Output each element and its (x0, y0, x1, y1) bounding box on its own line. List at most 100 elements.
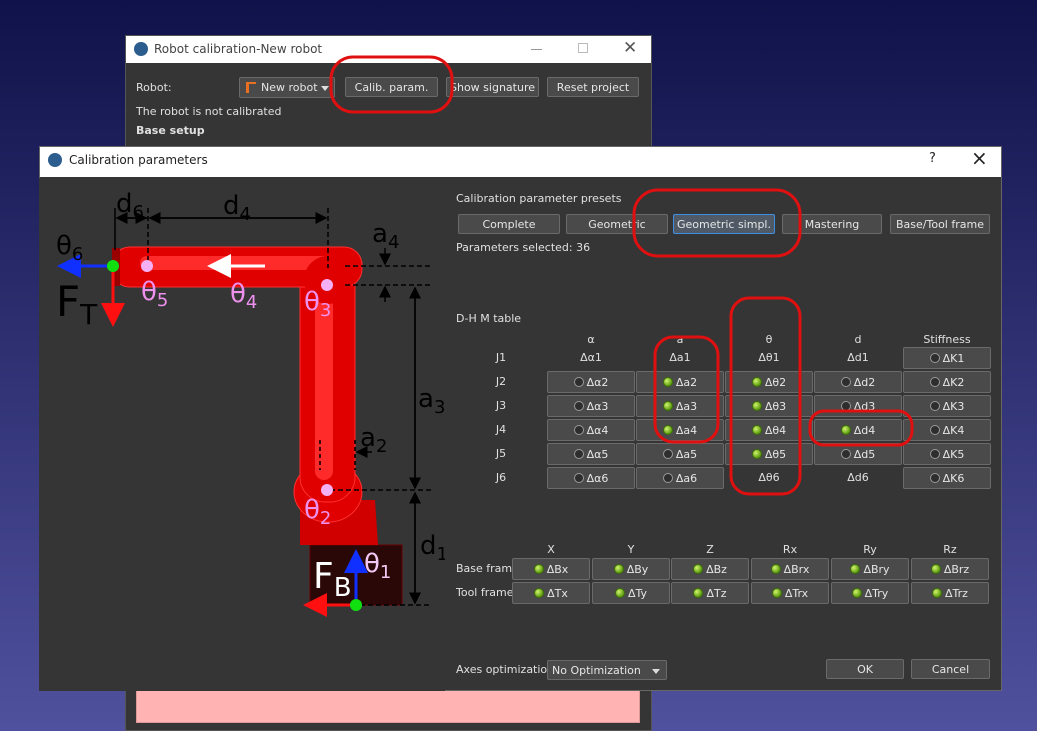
radio-indicator (662, 449, 673, 459)
radio-indicator (614, 588, 625, 598)
radio-indicator (533, 564, 544, 574)
preset-button[interactable]: Mastering (782, 214, 882, 234)
column-header: a (676, 333, 684, 346)
preset-button[interactable]: Complete (458, 214, 560, 234)
parameter-name: Δd2 (853, 375, 876, 389)
parameter-name: ΔK5 (942, 447, 965, 461)
help-button[interactable]: ? (929, 151, 936, 166)
parameter-toggle[interactable]: ΔK3 (903, 395, 991, 417)
parameter-toggle[interactable]: ΔTrz (911, 582, 989, 604)
parameter-toggle[interactable]: Δa4 (636, 419, 724, 441)
radio-indicator (693, 564, 704, 574)
parameter-toggle[interactable]: ΔBrz (911, 558, 989, 580)
radio-indicator (751, 449, 762, 459)
close-button[interactable]: × (971, 146, 988, 170)
parameter-toggle[interactable]: ΔK4 (903, 419, 991, 441)
robot-combo[interactable]: New robot (239, 77, 335, 98)
joint-label: θ2 (304, 495, 331, 529)
column-header: Rx (782, 543, 798, 556)
radio-indicator (840, 377, 851, 387)
button[interactable]: Reset project (547, 77, 639, 97)
radio-indicator (751, 425, 762, 435)
parameter-toggle[interactable]: ΔTx (512, 582, 590, 604)
parameter-toggle[interactable]: Δθ5 (725, 443, 813, 465)
parameter-name: Δd5 (853, 447, 876, 461)
parameter-toggle[interactable]: ΔTy (592, 582, 670, 604)
count: 36 (576, 241, 591, 254)
axes-combo[interactable]: No Optimization (547, 660, 667, 680)
cancel-button[interactable]: Cancel (911, 659, 990, 679)
maximize-icon (578, 43, 588, 53)
parameter-toggle[interactable]: ΔBx (512, 558, 590, 580)
dimension-label: d1 (420, 531, 445, 565)
ok-button[interactable]: OK (826, 659, 904, 679)
frame-label: FB (313, 556, 352, 603)
column-header: Ry (863, 543, 877, 556)
radio-indicator (929, 425, 940, 435)
preset-button[interactable]: Geometric simpl. (673, 214, 775, 234)
parameter-toggle[interactable]: Δd2 (814, 371, 902, 393)
radio-indicator (573, 449, 584, 459)
parameter-toggle[interactable]: ΔTry (831, 582, 909, 604)
parameter-toggle[interactable]: ΔBrx (751, 558, 829, 580)
parameter-toggle[interactable]: Δa6 (636, 467, 724, 489)
parameter-toggle[interactable]: ΔBry (831, 558, 909, 580)
dimension-label: d6 (116, 189, 144, 223)
parameter-name: ΔTx (547, 586, 568, 600)
row-label: J5 (495, 447, 507, 460)
button[interactable]: Calib. param. (345, 77, 438, 97)
radio-indicator (662, 473, 673, 483)
parameter-toggle[interactable]: ΔTz (671, 582, 749, 604)
dimension-label: a4 (372, 219, 399, 253)
parameter-toggle[interactable]: Δθ3 (725, 395, 813, 417)
parameter-toggle[interactable]: Δα4 (547, 419, 635, 441)
preset-button[interactable]: Base/Tool frame (890, 214, 990, 234)
parameter-toggle[interactable]: ΔK1 (903, 347, 991, 369)
column-header: θ (765, 333, 773, 346)
robot-label: Robot: (136, 81, 172, 94)
parameter-toggle[interactable]: ΔK5 (903, 443, 991, 465)
parameter-toggle[interactable]: ΔBz (671, 558, 749, 580)
parameter-name: ΔBrz (943, 562, 970, 576)
parameter-name: ΔTrz (945, 586, 968, 600)
parameter-toggle[interactable]: ΔTrx (751, 582, 829, 604)
parameter-toggle[interactable]: Δα6 (547, 467, 635, 489)
parameter-name: ΔTrx (784, 586, 809, 600)
preset-button[interactable]: Geometric (566, 214, 668, 234)
parameter-toggle[interactable]: Δa5 (636, 443, 724, 465)
button[interactable]: Show signature (446, 77, 539, 97)
radio-indicator (840, 401, 851, 411)
parameter-toggle[interactable]: ΔK2 (903, 371, 991, 393)
parameter-name: ΔBz (706, 562, 727, 576)
parameter-toggle[interactable]: Δd5 (814, 443, 902, 465)
parameter-name: Δa4 (675, 423, 698, 437)
parameter-toggle[interactable]: ΔK6 (903, 467, 991, 489)
parameter-toggle[interactable]: Δα3 (547, 395, 635, 417)
dimension-lines (114, 208, 432, 606)
radio-indicator (929, 401, 940, 411)
row-label: J2 (495, 375, 507, 388)
radio-indicator (929, 473, 940, 483)
parameter-toggle[interactable]: Δd3 (814, 395, 902, 417)
radio-indicator (840, 449, 851, 459)
parameter-toggle[interactable]: Δd4 (814, 419, 902, 441)
minimize-icon (531, 49, 542, 50)
parameter-name: Δα4 (586, 423, 609, 437)
parameter-toggle[interactable]: Δθ4 (725, 419, 813, 441)
parameters-selected: Parameters selected: 36 (456, 241, 590, 254)
parameter-toggle[interactable]: Δα2 (547, 371, 635, 393)
parameter-name: Δd1 (847, 351, 869, 364)
parameter-toggle[interactable]: Δα5 (547, 443, 635, 465)
parameter-name: Δa6 (675, 471, 698, 485)
radio-indicator (751, 377, 762, 387)
parameter-toggle[interactable]: Δθ2 (725, 371, 813, 393)
combo-text: New robot (261, 81, 318, 94)
parameter-name: Δθ1 (758, 351, 780, 364)
row-label: J6 (495, 471, 507, 484)
parameter-toggle[interactable]: Δa2 (636, 371, 724, 393)
parameter-toggle[interactable]: Δa3 (636, 395, 724, 417)
radio-indicator (693, 588, 704, 598)
parameter-toggle[interactable]: ΔBy (592, 558, 670, 580)
parameter-name: Δα1 (580, 351, 602, 364)
